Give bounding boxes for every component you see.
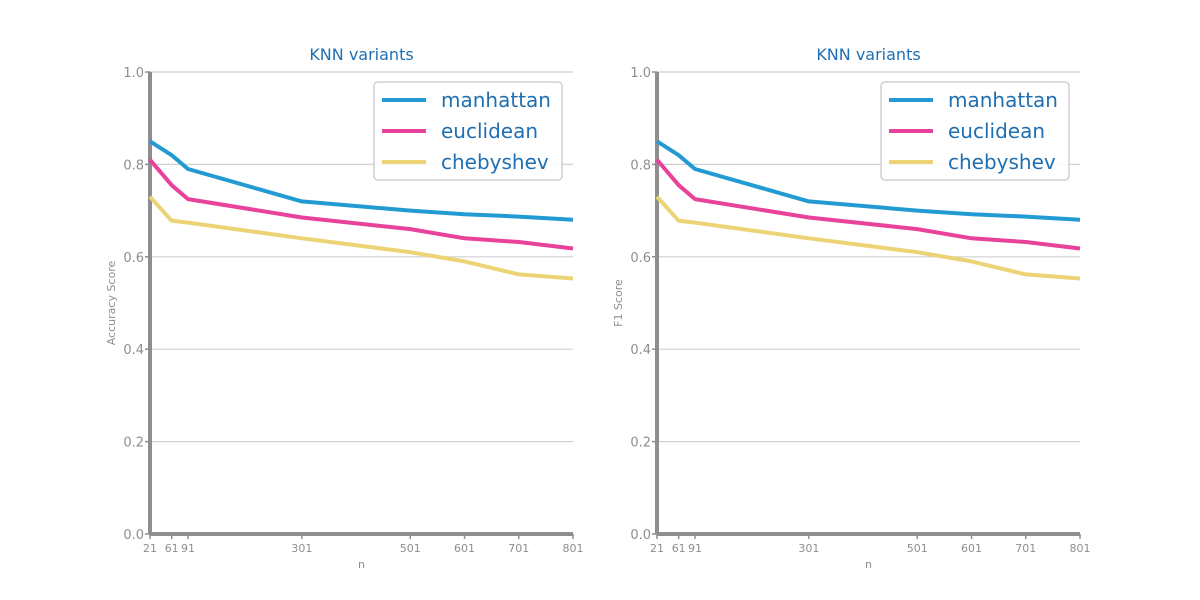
y-tick-label: 0.0 [630, 528, 651, 543]
y-tick-label: 0.4 [630, 343, 651, 358]
x-axis-label: n [865, 558, 872, 571]
legend-label-euclidean: euclidean [441, 119, 538, 143]
series-line-chebyshev [148, 195, 574, 281]
y-tick-label: 0.6 [630, 251, 651, 266]
chart-title: KNN variants [816, 45, 920, 64]
chart-title: KNN variants [309, 45, 413, 64]
legend-label-euclidean: euclidean [948, 119, 1045, 143]
x-axis-label: n [358, 558, 365, 571]
y-axis-label: Accuracy Score [105, 261, 118, 346]
x-tick-label: 701 [1015, 542, 1036, 555]
series-line-manhattan [148, 139, 574, 222]
x-tick-label: 801 [1070, 542, 1091, 555]
x-tick-label: 21 [143, 542, 157, 555]
chart-accuracy: 0.0 0.2 0.4 0.6 0.8 1.0 21 61 91 301 501 601 701 801 K… [105, 45, 584, 571]
x-tick-label: 801 [563, 542, 584, 555]
series-line-manhattan [655, 139, 1081, 222]
y-tick-label: 0.2 [630, 436, 651, 451]
y-tick-label: 0.8 [123, 158, 144, 173]
chart-f1: 0.0 0.2 0.4 0.6 0.8 1.0 21 61 91 301 501 601 701 801 K… [612, 45, 1091, 571]
y-tick-label: 0.2 [123, 436, 144, 451]
x-tick-label: 601 [454, 542, 475, 555]
y-tick-label: 0.6 [123, 251, 144, 266]
x-tick-label: 701 [508, 542, 529, 555]
x-tick-label: 301 [798, 542, 819, 555]
x-tick-label: 91 [688, 542, 702, 555]
legend-box [880, 81, 1070, 181]
legend-label-manhattan: manhattan [948, 88, 1058, 112]
series-line-euclidean [148, 158, 574, 251]
x-tick-label: 301 [291, 542, 312, 555]
y-axis-label: F1 Score [612, 279, 625, 327]
y-tick-label: 0.4 [123, 343, 144, 358]
legend-box [373, 81, 563, 181]
x-tick-label: 21 [650, 542, 664, 555]
series-line-chebyshev [655, 195, 1081, 281]
x-tick-label: 91 [181, 542, 195, 555]
y-tick-label: 1.0 [630, 66, 651, 81]
y-tick-label: 1.0 [123, 66, 144, 81]
legend-label-chebyshev: chebyshev [948, 150, 1056, 174]
x-tick-label: 61 [165, 542, 179, 555]
x-tick-label: 61 [672, 542, 686, 555]
series-line-euclidean [655, 158, 1081, 251]
y-tick-label: 0.0 [123, 528, 144, 543]
legend-label-chebyshev: chebyshev [441, 150, 549, 174]
y-tick-label: 0.8 [630, 158, 651, 173]
x-tick-label: 601 [961, 542, 982, 555]
x-tick-label: 501 [907, 542, 928, 555]
x-tick-label: 501 [400, 542, 421, 555]
legend-label-manhattan: manhattan [441, 88, 551, 112]
